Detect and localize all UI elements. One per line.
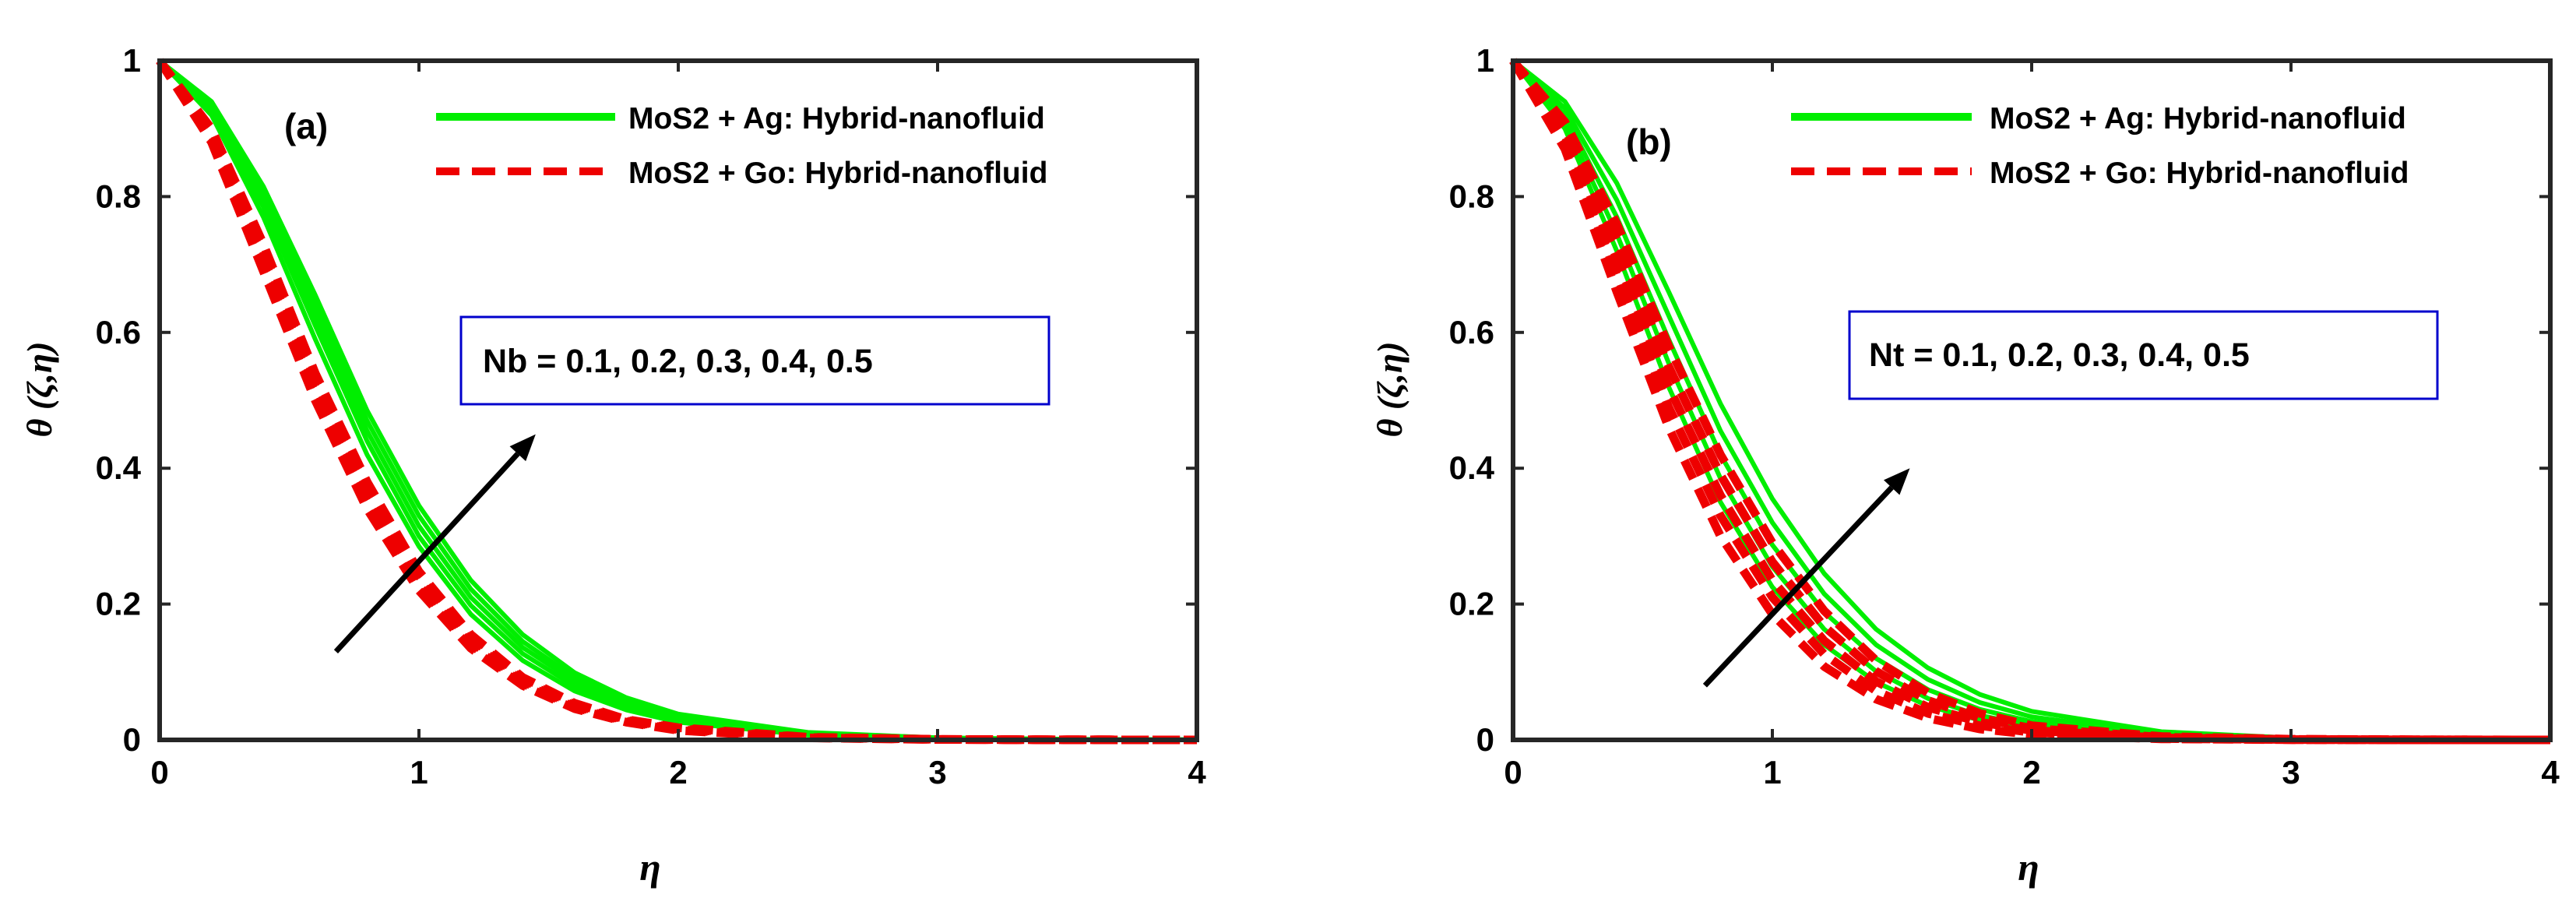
annotation-box (459, 315, 1050, 406)
legend-entry-0: MoS2 + Ag: Hybrid-nanofluid (1990, 102, 2406, 136)
panel-label: (a) (284, 106, 328, 146)
annotation-box (1848, 310, 2439, 400)
y-tick-label: 0 (1476, 721, 1494, 758)
panel-label: (b) (1626, 121, 1672, 162)
y-axis-label: θ (ζ,η) (1370, 341, 1409, 437)
legend-swatch-solid (436, 113, 615, 121)
axes-frame (1511, 58, 2553, 742)
x-tick-label: 0 (1504, 754, 1522, 791)
x-tick-label: 3 (928, 754, 946, 791)
y-tick-label: 0.2 (96, 586, 141, 622)
y-tick-label: 0.8 (1449, 178, 1494, 214)
y-tick-label: 0 (123, 721, 141, 758)
legend-entry-0: MoS2 + Ag: Hybrid-nanofluid (628, 102, 1045, 136)
x-tick-label: 0 (150, 754, 168, 791)
panel-b: θ (ζ,η) η 0 1 2 3 4 0 0.2 0.4 0.6 0.8 1 (b) MoS2 +… (1370, 42, 2560, 889)
x-tick-label: 1 (410, 754, 428, 791)
annotation-text: Nb = 0.1, 0.2, 0.3, 0.4, 0.5 (483, 343, 873, 380)
x-tick-label: 2 (669, 754, 687, 791)
legend-entry-1: MoS2 + Go: Hybrid-nanofluid (1990, 157, 2409, 190)
x-tick-label: 3 (2282, 754, 2300, 791)
x-tick-label: 2 (2022, 754, 2040, 791)
legend: MoS2 + Ag: Hybrid-nanofluid MoS2 + Go: H… (1791, 102, 2409, 190)
x-axis-label: η (639, 845, 660, 889)
axes-frame (157, 58, 1199, 742)
y-tick-label: 0.4 (1449, 449, 1495, 486)
x-tick-label: 4 (2541, 754, 2560, 791)
x-tick-label: 1 (1763, 754, 1781, 791)
legend-swatch-solid (1791, 113, 1972, 121)
y-tick-label: 1 (123, 42, 141, 79)
legend-entry-1: MoS2 + Go: Hybrid-nanofluid (628, 157, 1047, 190)
arrow (1702, 468, 1910, 688)
y-tick-label: 0.4 (96, 449, 142, 486)
y-tick-label: 0.6 (1449, 314, 1494, 350)
x-axis-label: η (2018, 845, 2039, 889)
y-axis-label: θ (ζ,η) (19, 341, 59, 437)
panel-a: θ (ζ,η) η 0 1 2 3 4 0 0.2 0.4 0.6 0.8 1 (a) MoS2 +… (19, 42, 1206, 889)
annotation-text: Nt = 0.1, 0.2, 0.3, 0.4, 0.5 (1869, 336, 2250, 374)
curves-group (156, 58, 1198, 745)
go-curve-0.2 (1509, 58, 2550, 745)
y-tick-label: 0.6 (96, 314, 141, 350)
x-tick-label: 4 (1188, 754, 1206, 791)
y-tick-label: 1 (1476, 42, 1494, 79)
y-tick-label: 0.2 (1449, 586, 1494, 622)
legend: MoS2 + Ag: Hybrid-nanofluid MoS2 + Go: H… (436, 102, 1047, 190)
y-tick-label: 0.8 (96, 178, 141, 214)
arrow (333, 434, 536, 654)
